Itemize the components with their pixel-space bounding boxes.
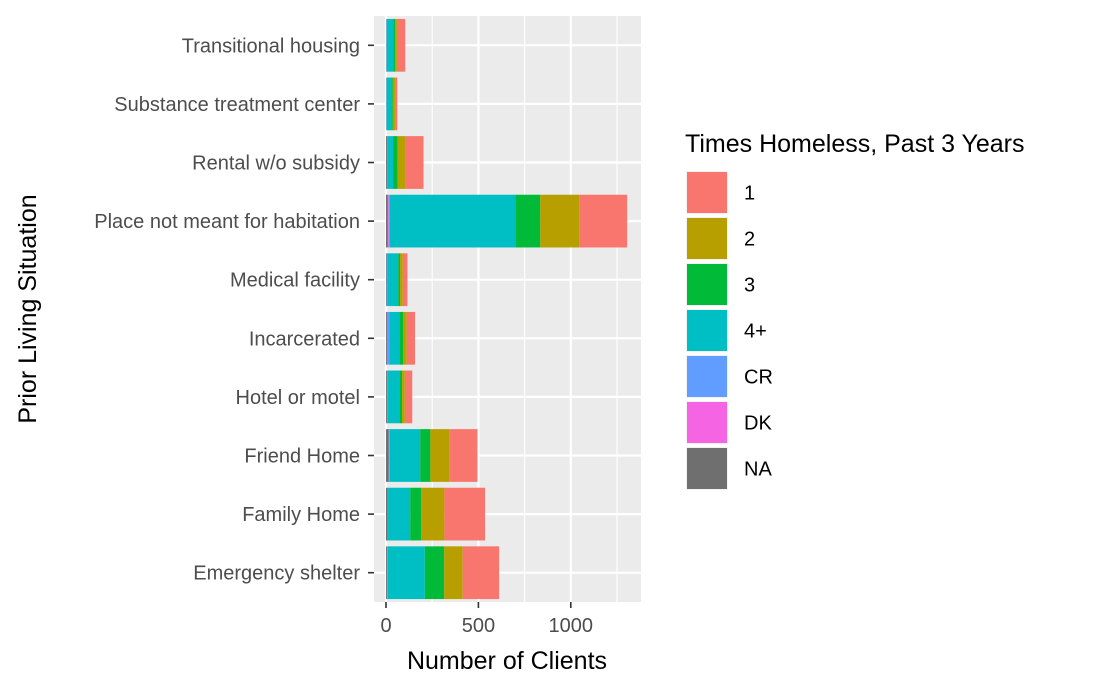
bar-family-home-series-2 xyxy=(421,487,445,541)
y-tick-label-4: Incarcerated xyxy=(249,328,360,350)
bar-family-home-series-3 xyxy=(410,487,422,541)
x-axis: 0 500 1000 xyxy=(380,602,593,637)
bar-transitional-housing-series-1 xyxy=(396,18,406,72)
bar-incarcerated-series-na xyxy=(386,311,387,365)
x-tick-label-0: 0 xyxy=(380,615,391,637)
bar-medical-facility-series-3 xyxy=(398,253,401,307)
bar-incarcerated-series-3 xyxy=(399,311,404,365)
bar-friend-home-series-cr xyxy=(388,429,390,482)
legend-key-na xyxy=(687,448,727,489)
bar-place-not-meant-for-habitation-series-1 xyxy=(579,194,628,248)
y-tick-label-1: Family Home xyxy=(242,504,360,526)
bar-rental-w-o-subsidy-series-cr xyxy=(386,136,388,189)
y-tick-label-0: Emergency shelter xyxy=(193,563,360,585)
bar-medical-facility-series-cr xyxy=(386,253,388,307)
legend-key-4 xyxy=(687,310,727,351)
legend-label-4: CR xyxy=(744,367,773,389)
bar-transitional-housing-series-3 xyxy=(393,18,396,72)
bar-incarcerated-series-4 xyxy=(389,311,400,365)
y-axis-title: Prior Living Situation xyxy=(14,194,42,423)
legend-label-6: NA xyxy=(744,459,772,481)
bar-hotel-or-motel-series-1 xyxy=(404,370,413,424)
bar-emergency-shelter-series-na xyxy=(386,546,387,600)
bar-rental-w-o-subsidy-series-1 xyxy=(405,136,424,189)
bar-emergency-shelter-series-3 xyxy=(424,546,445,600)
bar-rental-w-o-subsidy-series-3 xyxy=(393,136,398,189)
bar-place-not-meant-for-habitation-series-4 xyxy=(389,194,516,248)
legend-label-1: 2 xyxy=(744,229,755,251)
bar-place-not-meant-for-habitation-series-na xyxy=(386,194,388,248)
bar-transitional-housing-series-2 xyxy=(395,18,397,72)
legend-label-2: 3 xyxy=(744,275,755,297)
bar-medical-facility-series-1 xyxy=(402,253,408,307)
legend: Times Homeless, Past 3 Years 1 2 3 4+ CR DK NA xyxy=(685,130,1025,490)
bar-substance-treatment-center-series-2 xyxy=(392,77,396,131)
bar-hotel-or-motel-series-3 xyxy=(399,370,403,424)
bar-hotel-or-motel-series-na xyxy=(386,370,387,424)
bar-family-home-series-1 xyxy=(444,487,486,541)
bar-medical-facility-series-2 xyxy=(400,253,403,307)
y-tick-label-3: Hotel or motel xyxy=(236,387,361,409)
bar-emergency-shelter-series-4 xyxy=(387,546,425,600)
bar-substance-treatment-center-series-4 xyxy=(386,77,392,131)
x-axis-title: Number of Clients xyxy=(407,647,607,675)
y-tick-label-8: Substance treatment center xyxy=(114,94,360,116)
bar-place-not-meant-for-habitation-series-cr xyxy=(388,194,390,248)
bar-transitional-housing-series-4 xyxy=(386,18,394,72)
bar-medical-facility-series-na xyxy=(386,253,387,307)
x-tick-label-2: 1000 xyxy=(549,615,594,637)
legend-label-3: 4+ xyxy=(744,321,767,343)
legend-key-2 xyxy=(687,218,727,259)
bar-incarcerated-series-1 xyxy=(406,311,416,365)
legend-label-0: 1 xyxy=(744,183,755,205)
legend-key-1 xyxy=(687,172,727,213)
legend-key-dk xyxy=(687,402,727,443)
bar-place-not-meant-for-habitation-series-dk xyxy=(387,194,389,248)
bar-incarcerated-series-cr xyxy=(386,311,390,365)
y-tick-label-7: Rental w/o subsidy xyxy=(192,153,360,175)
bar-friend-home-series-4 xyxy=(389,429,421,482)
bar-hotel-or-motel-series-4 xyxy=(387,370,400,424)
bar-family-home-series-cr xyxy=(387,487,389,541)
bar-emergency-shelter-series-2 xyxy=(444,546,463,600)
bar-place-not-meant-for-habitation-series-3 xyxy=(515,194,541,248)
legend-key-3 xyxy=(687,264,727,305)
bar-substance-treatment-center-series-3 xyxy=(391,77,393,131)
bar-incarcerated-series-2 xyxy=(403,311,407,365)
bar-place-not-meant-for-habitation-series-2 xyxy=(540,194,580,248)
y-tick-label-5: Medical facility xyxy=(230,270,360,292)
bar-medical-facility-series-4 xyxy=(387,253,399,307)
legend-key-cr xyxy=(687,356,727,397)
bar-family-home-series-4 xyxy=(388,487,411,541)
legend-label-5: DK xyxy=(744,413,772,435)
y-tick-label-9: Transitional housing xyxy=(182,35,360,57)
bar-rental-w-o-subsidy-series-2 xyxy=(397,136,406,189)
bar-substance-treatment-center-series-1 xyxy=(395,77,398,131)
bar-friend-home-series-1 xyxy=(449,429,478,482)
bar-friend-home-series-2 xyxy=(430,429,450,482)
bars xyxy=(386,18,628,600)
bar-friend-home-series-3 xyxy=(420,429,431,482)
bar-hotel-or-motel-series-2 xyxy=(402,370,405,424)
legend-title: Times Homeless, Past 3 Years xyxy=(685,130,1025,158)
bar-rental-w-o-subsidy-series-na xyxy=(386,136,387,189)
y-tick-label-2: Friend Home xyxy=(244,446,360,468)
bar-family-home-series-na xyxy=(386,487,388,541)
y-tick-label-6: Place not meant for habitation xyxy=(94,211,360,233)
bar-emergency-shelter-series-1 xyxy=(462,546,500,600)
y-axis: Emergency shelter Family Home Friend Home H… xyxy=(94,35,374,585)
bar-friend-home-series-na xyxy=(386,429,389,482)
bar-emergency-shelter-series-cr xyxy=(386,546,388,600)
x-tick-label-1: 500 xyxy=(462,615,495,637)
bar-rental-w-o-subsidy-series-4 xyxy=(387,136,394,189)
